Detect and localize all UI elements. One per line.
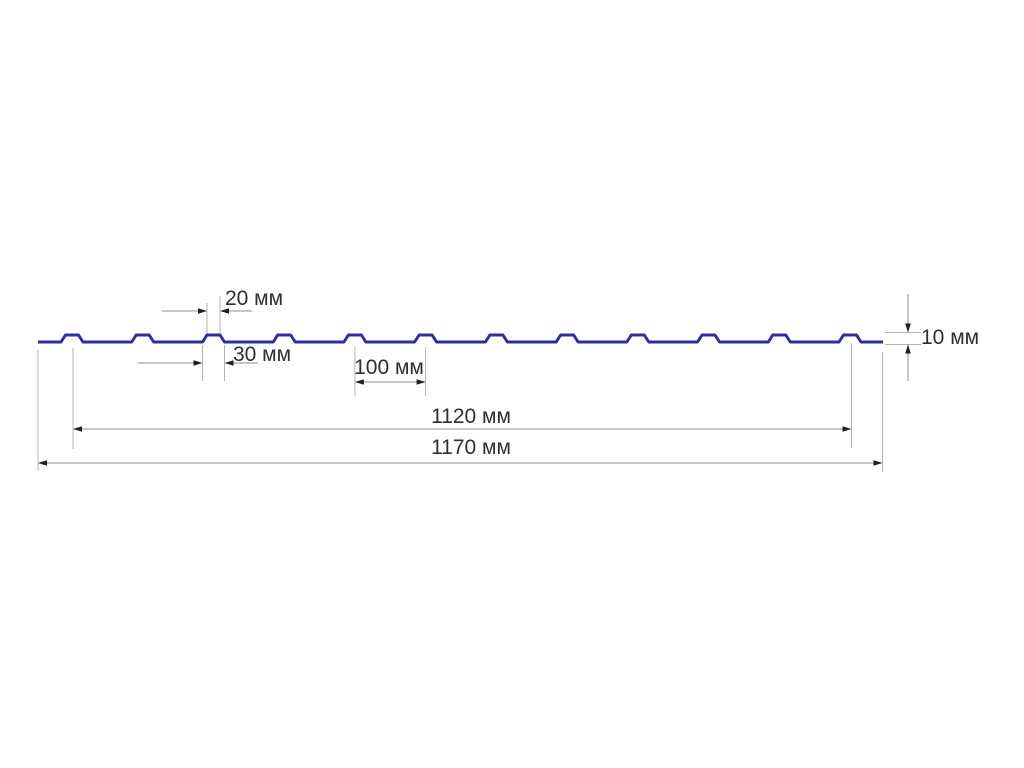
sheet-profile — [38, 333, 883, 344]
rib-top-width-label: 20 мм — [224, 287, 284, 310]
rib-pitch-label: 100 мм — [354, 356, 424, 379]
rib-bottom-width-label: 30 мм — [232, 343, 292, 366]
sheet-profile-path — [38, 333, 883, 344]
working-width-label: 1120 мм — [431, 405, 511, 428]
rib-bottom-width-dimension — [138, 345, 258, 381]
working-width-dimension — [72, 343, 852, 449]
profile-height-dimension — [885, 294, 921, 381]
overall-width-dimension — [37, 350, 883, 472]
rib-pitch-dimension — [354, 347, 427, 396]
overall-width-label: 1170 мм — [431, 436, 511, 459]
profile-height-label: 10 мм — [921, 326, 980, 349]
rib-top-width-dimension — [162, 296, 252, 334]
